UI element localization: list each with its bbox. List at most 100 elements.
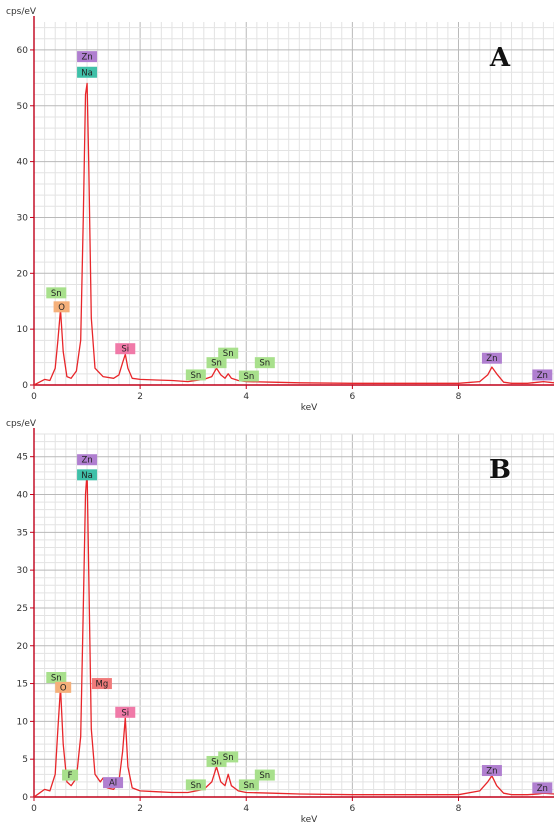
peak-label-box xyxy=(53,301,70,313)
y-tick-label: 10 xyxy=(17,717,29,727)
peak-label-text: Si xyxy=(121,708,129,718)
spectrum-line xyxy=(33,82,554,386)
peak-label-box xyxy=(115,706,136,718)
spectrum-line xyxy=(33,471,554,798)
peak-label-box xyxy=(218,751,239,763)
peak-label-box xyxy=(77,66,98,78)
peak-label-na: Na xyxy=(77,66,98,78)
peak-label-box xyxy=(91,678,112,690)
peak-label-box xyxy=(115,343,136,355)
peak-label-text: Sn xyxy=(223,349,234,359)
peak-label-text: Sn xyxy=(211,757,222,767)
y-tick-label: 15 xyxy=(17,680,28,690)
y-tick-label: 5 xyxy=(22,755,28,765)
peak-label-text: Si xyxy=(121,345,129,355)
peak-label-sn: Sn xyxy=(46,287,67,299)
peak-label-text: Na xyxy=(81,68,93,78)
y-tick-label: 40 xyxy=(17,491,29,501)
peak-label-text: Sn xyxy=(211,359,222,369)
peak-label-text: Al xyxy=(109,779,117,789)
peak-label-box xyxy=(254,357,275,369)
peak-label-text: Zn xyxy=(81,456,92,466)
y-tick-label: 30 xyxy=(17,566,29,576)
peak-label-sn: Sn xyxy=(206,357,227,369)
peak-label-zn: Zn xyxy=(481,352,502,364)
y-tick-label: 40 xyxy=(17,158,29,168)
grid xyxy=(33,22,554,386)
y-tick-label: 0 xyxy=(22,793,28,803)
peak-label-o: O xyxy=(55,681,72,693)
peak-label-si: Si xyxy=(115,343,136,355)
grid xyxy=(33,433,554,798)
peak-label-box xyxy=(46,672,67,684)
peak-label-sn: Sn xyxy=(218,347,239,359)
peak-label-text: F xyxy=(68,771,73,781)
peak-label-text: Zn xyxy=(486,767,497,777)
peak-label-sn: Sn xyxy=(254,357,275,369)
peak-label-box xyxy=(185,779,206,791)
peak-label-text: Sn xyxy=(259,771,270,781)
peak-label-text: Na xyxy=(81,471,93,481)
peak-label-text: Sn xyxy=(259,359,270,369)
peak-label-zn: Zn xyxy=(532,782,553,794)
peak-label-sn: Sn xyxy=(206,755,227,767)
peak-label-si: Si xyxy=(115,706,136,718)
peak-label-text: O xyxy=(60,683,67,693)
peak-label-text: Sn xyxy=(190,371,201,381)
y-tick-label: 45 xyxy=(17,453,28,463)
peak-label-box xyxy=(62,769,79,781)
peak-label-sn: Sn xyxy=(46,672,67,684)
y-axis-label: cps/eV xyxy=(6,7,37,17)
peak-label-box xyxy=(77,51,98,63)
peak-label-box xyxy=(77,454,98,466)
peak-label-box xyxy=(238,370,259,382)
y-tick-label: 25 xyxy=(17,604,28,614)
peak-label-box xyxy=(185,369,206,381)
peak-label-sn: Sn xyxy=(238,779,259,791)
peak-label-o: O xyxy=(53,301,70,313)
peak-label-zn: Zn xyxy=(532,369,553,381)
peak-label-box xyxy=(218,347,239,359)
peak-label-text: Zn xyxy=(81,53,92,63)
peak-label-text: Sn xyxy=(243,372,254,382)
y-tick-label: 0 xyxy=(22,381,28,391)
x-tick-label: 4 xyxy=(243,804,249,814)
peak-label-box xyxy=(532,782,553,794)
peak-label-text: Sn xyxy=(190,781,201,791)
panel-letter: A xyxy=(489,43,511,73)
peak-label-zn: Zn xyxy=(77,454,98,466)
plot-area xyxy=(34,22,554,385)
peak-label-sn: Sn xyxy=(185,779,206,791)
peak-label-box xyxy=(206,357,227,369)
peak-label-zn: Zn xyxy=(481,765,502,777)
peak-label-sn: Sn xyxy=(254,769,275,781)
peak-label-text: Sn xyxy=(243,781,254,791)
y-tick-label: 20 xyxy=(17,269,29,279)
x-tick-label: 0 xyxy=(31,392,37,402)
peak-label-sn: Sn xyxy=(238,370,259,382)
peak-label-box xyxy=(206,755,227,767)
y-axis-label: cps/eV xyxy=(6,419,37,429)
x-axis-label: keV xyxy=(301,815,318,824)
y-tick-label: 10 xyxy=(17,325,29,335)
x-tick-label: 6 xyxy=(350,392,356,402)
y-tick-label: 30 xyxy=(17,213,29,223)
peak-label-na: Na xyxy=(77,469,98,481)
x-tick-label: 2 xyxy=(137,392,143,402)
peak-label-box xyxy=(481,352,502,364)
x-tick-label: 4 xyxy=(243,392,249,402)
x-tick-label: 0 xyxy=(31,804,37,814)
peak-label-mg: Mg xyxy=(91,678,112,690)
peak-label-box xyxy=(254,769,275,781)
peak-label-sn: Sn xyxy=(218,751,239,763)
peak-label-sn: Sn xyxy=(185,369,206,381)
peak-label-zn: Zn xyxy=(77,51,98,63)
y-tick-label: 60 xyxy=(17,46,29,56)
panel-letter: B xyxy=(489,455,511,485)
peak-label-box xyxy=(481,765,502,777)
x-tick-label: 2 xyxy=(137,804,143,814)
